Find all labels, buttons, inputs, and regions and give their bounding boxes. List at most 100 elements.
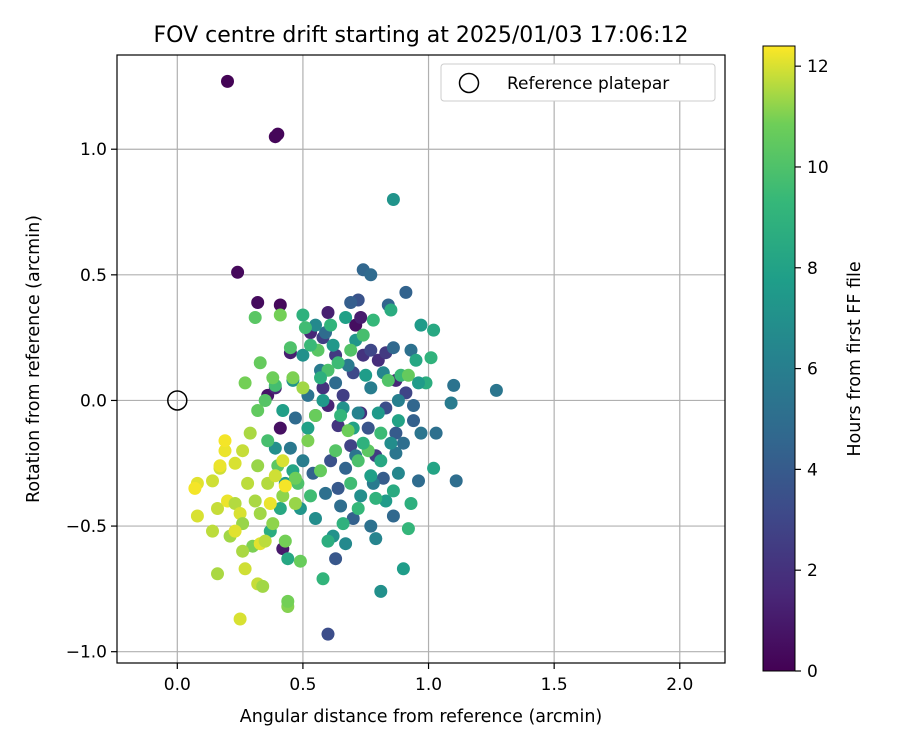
colorbar-tick-label: 2 [807, 561, 818, 581]
scatter-point [336, 388, 350, 402]
y-axis-label: Rotation from reference (arcmin) [24, 215, 44, 503]
scatter-point [339, 537, 353, 551]
scatter-point [296, 348, 310, 362]
scatter-point [356, 436, 370, 450]
scatter-point [296, 454, 310, 468]
scatter-point [351, 502, 365, 515]
colorbar-tick-label: 10 [807, 158, 829, 178]
scatter-point [329, 444, 343, 458]
scatter-point [339, 311, 353, 324]
scatter-point [211, 502, 224, 515]
scatter-point [404, 497, 418, 510]
scatter-point [354, 489, 368, 503]
scatter-point [427, 323, 441, 337]
scatter-point [364, 469, 378, 483]
scatter-point [364, 343, 378, 357]
scatter-point [329, 552, 343, 566]
scatter-point [339, 461, 353, 475]
scatter-point [344, 296, 358, 309]
scatter-point [314, 371, 327, 385]
x-tick-label: 2.0 [666, 675, 693, 695]
scatter-point [233, 612, 247, 626]
scatter-point [386, 484, 400, 498]
scatter-point [316, 381, 330, 395]
scatter-point [409, 353, 423, 367]
scatter-point [424, 351, 438, 365]
scatter-point [447, 378, 461, 392]
scatter-point [314, 464, 327, 478]
scatter-point [221, 74, 234, 88]
scatter-point [371, 406, 385, 420]
scatter-point [309, 409, 322, 422]
chart-title: FOV centre drift starting at 2025/01/03 … [154, 23, 689, 48]
scatter-point [288, 411, 302, 425]
scatter-point [273, 308, 287, 322]
scatter-point [401, 522, 415, 536]
scatter-point [231, 265, 245, 279]
scatter-point [288, 497, 302, 510]
colorbar-tick-label: 0 [807, 662, 818, 682]
legend-label: Reference platepar [507, 74, 669, 94]
scatter-point [253, 356, 267, 370]
scatter-point [391, 394, 405, 407]
x-axis-label: Angular distance from reference (arcmin) [240, 707, 603, 727]
scatter-point [248, 311, 262, 324]
scatter-point [206, 524, 219, 538]
scatter-point [336, 517, 350, 531]
scatter-point [218, 434, 232, 448]
scatter-point [414, 426, 428, 440]
y-tick-label: 0.5 [80, 266, 107, 286]
scatter-point [407, 399, 420, 412]
scatter-point [356, 328, 370, 342]
scatter-point [301, 421, 315, 435]
scatter-point [324, 454, 338, 468]
scatter-point [396, 436, 410, 450]
legend: Reference platepar [440, 63, 716, 102]
scatter-point [288, 471, 302, 485]
reference-platepar-marker [167, 390, 188, 411]
scatter-point [391, 414, 405, 428]
scatter-point [344, 439, 358, 453]
scatter-point [243, 426, 257, 440]
scatter-point [241, 476, 255, 490]
scatter-point [324, 318, 338, 332]
colorbar-tick-label: 4 [807, 460, 818, 480]
scatter-point [374, 426, 388, 440]
scatter-point [258, 534, 272, 548]
scatter-point [276, 454, 290, 468]
scatter-point [386, 341, 400, 355]
scatter-point [190, 509, 204, 523]
scatter-point [354, 311, 368, 324]
scatter-point [384, 303, 398, 317]
scatter-point [321, 534, 335, 548]
scatter-point [389, 446, 403, 460]
scatter-point [351, 454, 365, 468]
scatter-point [248, 494, 262, 508]
scatter-point [271, 127, 285, 141]
scatter-point [334, 409, 348, 422]
scatter-point [321, 627, 335, 641]
scatter-point [273, 502, 287, 515]
scatter-point [211, 567, 224, 581]
colorbar-tick-label: 12 [807, 57, 829, 77]
scatter-point [268, 469, 282, 483]
scatter-point [228, 456, 242, 470]
scatter-point [304, 338, 317, 352]
scatter-point [256, 579, 270, 593]
x-tick-label: 0.5 [289, 675, 316, 695]
scatter-point [401, 368, 415, 382]
scatter-point [379, 494, 393, 508]
scatter-point [263, 497, 277, 510]
scatter-point [251, 459, 265, 473]
scatter-point [412, 474, 425, 488]
scatter-point [301, 434, 315, 448]
scatter-point [228, 497, 242, 510]
colorbar-label: Hours from first FF file [845, 261, 865, 456]
x-tick-label: 1.5 [541, 675, 568, 695]
scatter-point [261, 434, 275, 448]
scatter-point [444, 396, 458, 410]
colorbar-tick-label: 6 [807, 360, 818, 380]
scatter-point [361, 421, 375, 435]
grid-lines [117, 55, 725, 663]
